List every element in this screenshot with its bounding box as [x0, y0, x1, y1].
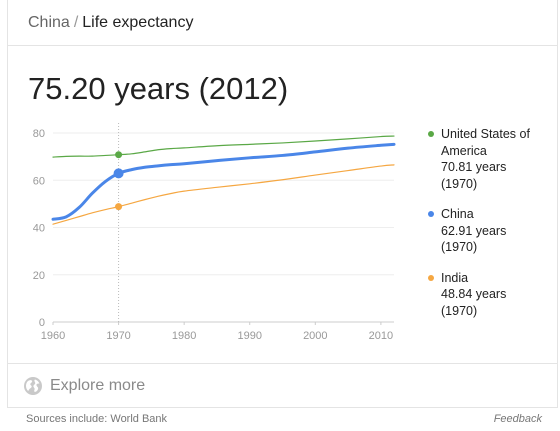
y-tick-label: 80	[33, 128, 45, 140]
feedback-link[interactable]: Feedback	[493, 413, 542, 425]
breadcrumb: China / Life expectancy	[28, 12, 193, 34]
series-line-united-states-of-america	[52, 135, 395, 158]
breadcrumb-separator: /	[73, 14, 79, 31]
legend-name: China	[441, 207, 474, 221]
x-tick-label: 2000	[303, 330, 327, 342]
header-divider	[8, 45, 557, 46]
legend-color-dot	[428, 131, 434, 137]
legend-name: India	[441, 270, 469, 285]
explore-more-link[interactable]: Explore more	[23, 373, 145, 399]
life-expectancy-chart[interactable]: 0 20 40 60 80 1960 1970 1980 1990 2000 2010	[8, 0, 559, 360]
x-tick-label: 2010	[369, 330, 393, 342]
data-point-china	[113, 168, 124, 179]
legend-color-dot	[428, 274, 434, 281]
legend-year: (1970)	[441, 240, 478, 254]
legend-year: (1970)	[441, 176, 478, 191]
knowledge-card: China / Life expectancy 75.20 years (2012)…	[7, 0, 558, 408]
footer-divider	[8, 363, 557, 364]
explore-more-label: Explore more	[50, 377, 146, 394]
legend-value: 70.81 years	[441, 160, 507, 174]
legend-year: (1970)	[441, 303, 478, 318]
y-tick-label: 60	[33, 175, 45, 187]
y-tick-label: 20	[33, 270, 45, 282]
globe-icon	[23, 376, 43, 396]
y-tick-label: 40	[33, 223, 45, 235]
x-tick-label: 1960	[41, 330, 65, 342]
legend-value: 48.84 years	[441, 287, 507, 301]
x-tick-label: 1990	[237, 330, 261, 342]
legend-item: India 48.84 years (1970)	[426, 270, 554, 320]
series-line-india	[52, 164, 395, 225]
x-tick-label: 1970	[106, 330, 130, 342]
sources-text: Sources include: World Bank	[26, 413, 168, 425]
legend-name: America	[441, 143, 487, 158]
x-tick-label: 1980	[172, 330, 196, 342]
legend-item: United States of America 70.81 years (1970)	[426, 126, 554, 192]
chart-legend: United States of America 70.81 years (1970)…	[426, 126, 554, 333]
legend-item: China 62.91 years (1970)	[426, 206, 554, 256]
breadcrumb-current: Life expectancy	[82, 14, 194, 31]
breadcrumb-parent[interactable]: China	[28, 14, 70, 31]
legend-color-dot	[428, 211, 434, 217]
series-line-china	[51, 142, 396, 221]
legend-name: United States of	[441, 127, 530, 141]
y-tick-label: 0	[39, 317, 45, 329]
footer-bar: Sources include: World Bank Feedback	[0, 408, 560, 431]
headline-value: 75.20 years (2012)	[28, 71, 289, 106]
legend-value: 62.91 years	[441, 223, 507, 238]
data-point-united-states-of-america	[115, 151, 123, 159]
data-point-india	[115, 203, 123, 211]
